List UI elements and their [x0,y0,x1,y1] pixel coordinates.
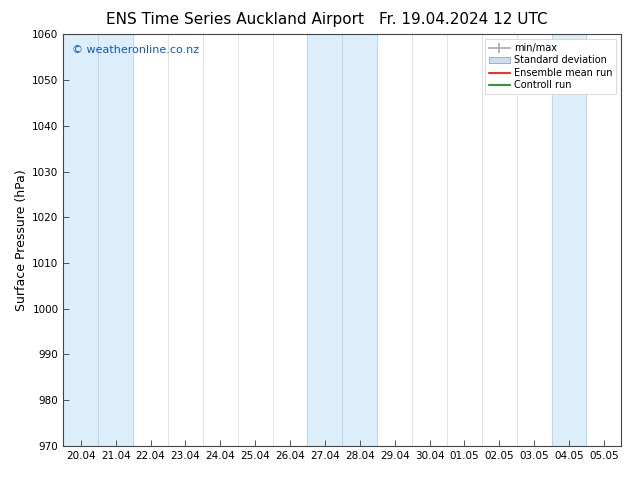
Text: © weatheronline.co.nz: © weatheronline.co.nz [72,45,199,54]
Text: ENS Time Series Auckland Airport: ENS Time Series Auckland Airport [106,12,363,27]
Bar [307,34,377,446]
Bar [63,34,133,446]
Y-axis label: Surface Pressure (hPa): Surface Pressure (hPa) [15,169,28,311]
Bar [552,34,586,446]
Text: Fr. 19.04.2024 12 UTC: Fr. 19.04.2024 12 UTC [378,12,547,27]
Legend: min/max, Standard deviation, Ensemble mean run, Controll run: min/max, Standard deviation, Ensemble me… [485,39,616,94]
